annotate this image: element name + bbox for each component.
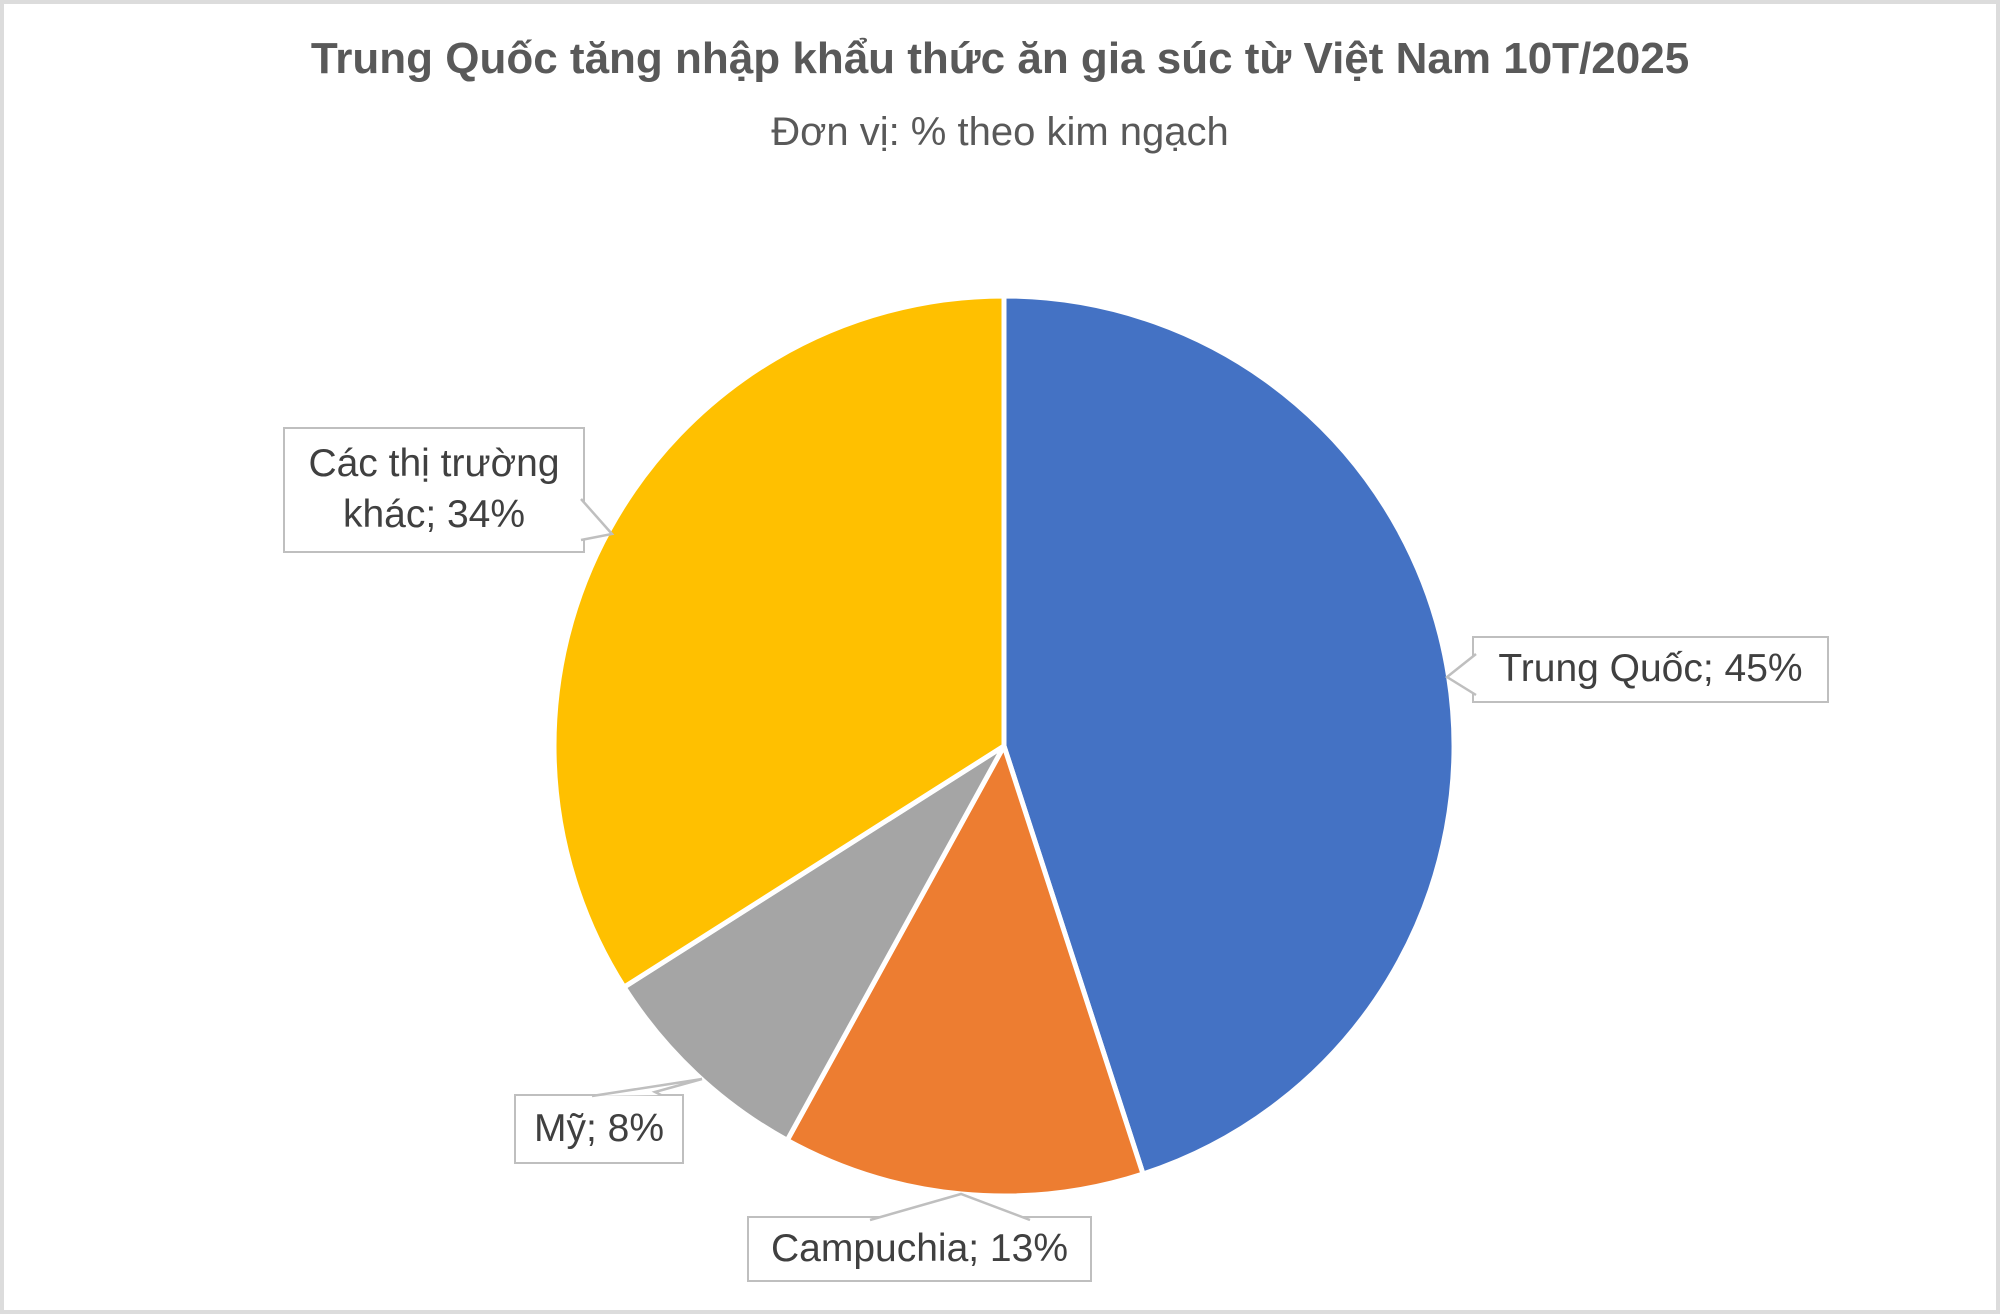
callout-cac-thi-truong-khac: Các thị trường khác; 34% bbox=[283, 427, 585, 553]
callout-my: Mỹ; 8% bbox=[514, 1094, 684, 1164]
pie-chart bbox=[551, 293, 1457, 1199]
callout-trung-quoc: Trung Quốc; 45% bbox=[1472, 636, 1829, 703]
chart-title: Trung Quốc tăng nhập khẩu thức ăn gia sú… bbox=[310, 34, 1690, 83]
chart-subtitle: Đơn vị: % theo kim ngạch bbox=[771, 110, 1229, 154]
callout-campuchia: Campuchia; 13% bbox=[747, 1216, 1092, 1282]
pie-slice-my bbox=[621, 743, 1007, 1143]
